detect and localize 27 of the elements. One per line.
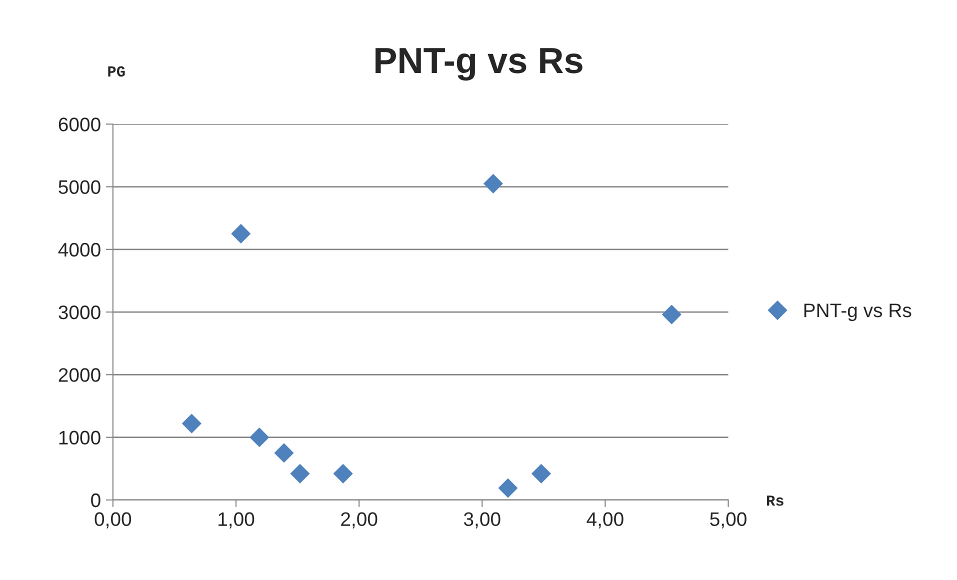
point <box>182 414 202 434</box>
point <box>498 478 518 498</box>
point <box>662 304 682 324</box>
x-tick-label: 3,00 <box>464 512 500 528</box>
y-tick-label: 3000 <box>58 306 100 320</box>
point <box>484 174 503 194</box>
point <box>532 464 551 484</box>
point <box>274 443 294 463</box>
y-tick-label: 2000 <box>58 368 100 382</box>
point <box>231 224 251 244</box>
y-axis-title: PG <box>108 66 125 77</box>
legend-label: PNT-g vs Rs <box>804 304 912 322</box>
y-tick-label: 6000 <box>58 118 100 132</box>
y-tick-label: 0 <box>91 493 100 508</box>
y-tick-label: 4000 <box>58 242 100 257</box>
x-tick-label: 1,00 <box>218 512 254 528</box>
x-tick-label: 4,00 <box>586 512 624 528</box>
point <box>333 464 353 484</box>
y-tick-label: 5000 <box>58 180 100 194</box>
x-tick-label: 5,00 <box>710 512 746 528</box>
x-tick-label: 0,00 <box>94 512 132 528</box>
point <box>290 464 310 484</box>
point <box>250 428 270 447</box>
x-tick-label: 2,00 <box>341 512 378 528</box>
x-axis-title: Rs <box>767 496 784 506</box>
y-tick-label: 1000 <box>59 430 100 445</box>
chart-title: PNT-g vs Rs <box>376 48 582 81</box>
